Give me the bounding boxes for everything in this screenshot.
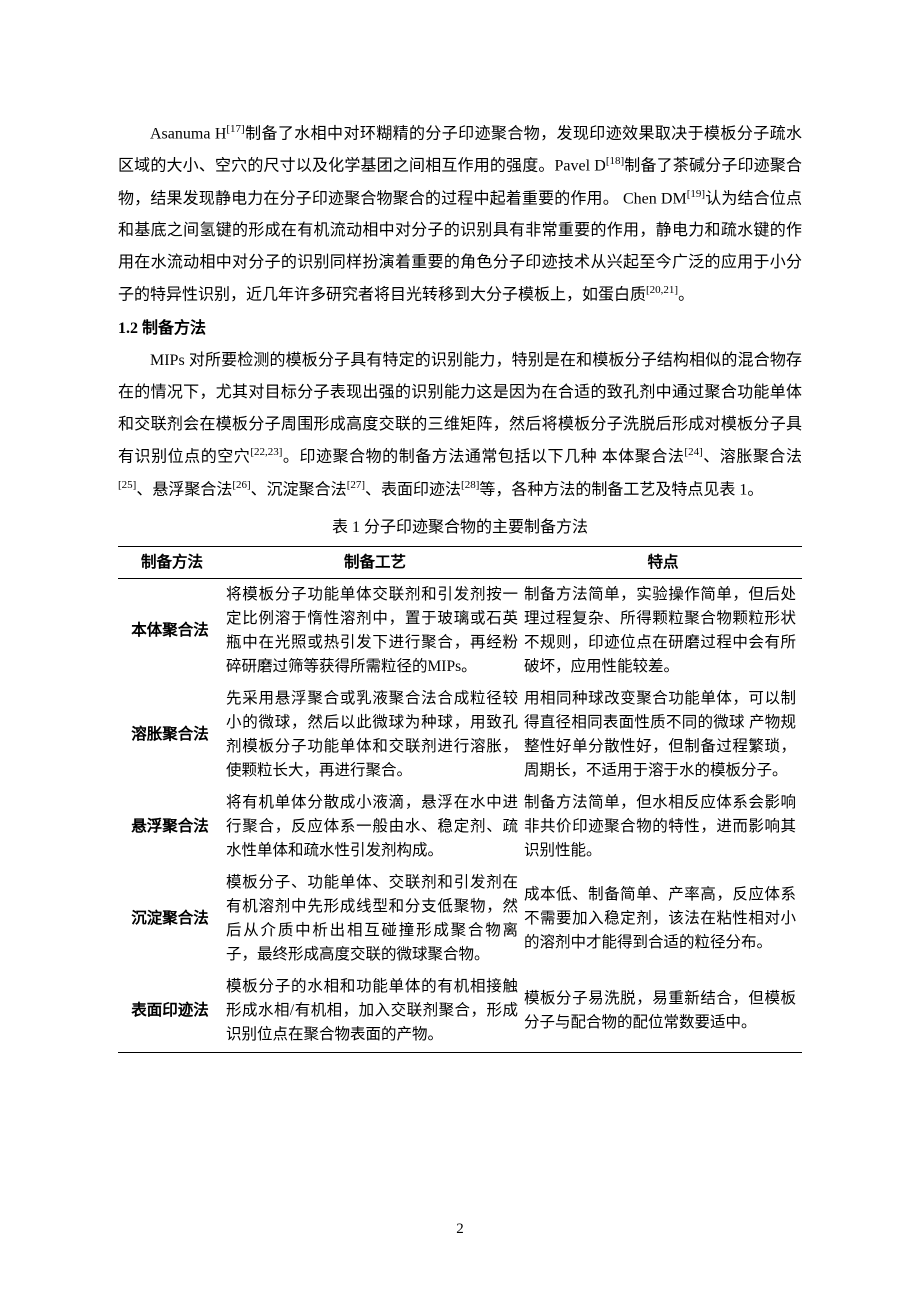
- p2-text-5: 、沉淀聚合法: [251, 481, 347, 498]
- page-number: 2: [0, 1221, 920, 1238]
- citation-20-21: [20,21]: [646, 284, 678, 296]
- citation-27: [27]: [347, 479, 365, 491]
- cell-process: 模板分子的水相和功能单体的有机相接触形成水相/有机相，加入交联剂聚合，形成识别位…: [226, 971, 524, 1052]
- table-1-title: 表 1 分子印迹聚合物的主要制备方法: [118, 512, 802, 544]
- table-1: 制备方法 制备工艺 特点 本体聚合法 将模板分子功能单体交联剂和引发剂按一定比例…: [118, 546, 802, 1053]
- table-row: 表面印迹法 模板分子的水相和功能单体的有机相接触形成水相/有机相，加入交联剂聚合…: [118, 971, 802, 1052]
- section-heading-1-2: 1.2 制备方法: [118, 313, 802, 345]
- cell-feature: 成本低、制备简单、产率高，反应体系不需要加入稳定剂，该法在粘性相对小的溶剂中才能…: [524, 867, 802, 971]
- cell-method: 沉淀聚合法: [118, 867, 226, 971]
- cell-method: 本体聚合法: [118, 579, 226, 684]
- th-feature: 特点: [524, 546, 802, 578]
- cell-method: 悬浮聚合法: [118, 787, 226, 867]
- citation-17: [17]: [226, 123, 244, 135]
- document-content: Asanuma H[17]制备了水相中对环糊精的分子印迹聚合物，发现印迹效果取决…: [118, 118, 802, 1053]
- p2-text-3: 、溶胀聚合法: [703, 449, 802, 466]
- paragraph-1: Asanuma H[17]制备了水相中对环糊精的分子印迹聚合物，发现印迹效果取决…: [118, 118, 802, 311]
- citation-24: [24]: [684, 446, 702, 458]
- citation-26: [26]: [232, 479, 250, 491]
- citation-22-23: [22,23]: [250, 446, 282, 458]
- cell-process: 先采用悬浮聚合或乳液聚合法合成粒径较小的微球，然后以此微球为种球，用致孔剂模板分…: [226, 683, 524, 787]
- table-row: 溶胀聚合法 先采用悬浮聚合或乳液聚合法合成粒径较小的微球，然后以此微球为种球，用…: [118, 683, 802, 787]
- table-row: 本体聚合法 将模板分子功能单体交联剂和引发剂按一定比例溶于惰性溶剂中，置于玻璃或…: [118, 579, 802, 684]
- p1-text-5: 。: [678, 286, 694, 303]
- cell-method: 溶胀聚合法: [118, 683, 226, 787]
- cell-feature: 模板分子易洗脱，易重新结合，但模板分子与配合物的配位常数要适中。: [524, 971, 802, 1052]
- th-method: 制备方法: [118, 546, 226, 578]
- citation-25: [25]: [118, 479, 136, 491]
- p2-text-4: 、悬浮聚合法: [136, 481, 232, 498]
- table-row: 沉淀聚合法 模板分子、功能单体、交联剂和引发剂在有机溶剂中先形成线型和分支低聚物…: [118, 867, 802, 971]
- p2-text-7: 等，各种方法的制备工艺及特点见表 1。: [479, 481, 763, 498]
- table-row: 悬浮聚合法 将有机单体分散成小液滴，悬浮在水中进行聚合，反应体系一般由水、稳定剂…: [118, 787, 802, 867]
- table-header: 制备方法 制备工艺 特点: [118, 546, 802, 578]
- cell-process: 模板分子、功能单体、交联剂和引发剂在有机溶剂中先形成线型和分支低聚物，然后从介质…: [226, 867, 524, 971]
- table-body: 本体聚合法 将模板分子功能单体交联剂和引发剂按一定比例溶于惰性溶剂中，置于玻璃或…: [118, 579, 802, 1052]
- citation-28: [28]: [461, 479, 479, 491]
- cell-process: 将模板分子功能单体交联剂和引发剂按一定比例溶于惰性溶剂中，置于玻璃或石英瓶中在光…: [226, 579, 524, 684]
- cell-method: 表面印迹法: [118, 971, 226, 1052]
- paragraph-2: MIPs 对所要检测的模板分子具有特定的识别能力，特别是在和模板分子结构相似的混…: [118, 345, 802, 506]
- p2-text-2: 。印迹聚合物的制备方法通常包括以下几种 本体聚合法: [282, 449, 684, 466]
- cell-feature: 制备方法简单，但水相反应体系会影响非共价印迹聚合物的特性，进而影响其识别性能。: [524, 787, 802, 867]
- cell-feature: 制备方法简单，实验操作简单，但后处理过程复杂、所得颗粒聚合物颗粒形状不规则，印迹…: [524, 579, 802, 684]
- p1-text-1: Asanuma H: [150, 125, 226, 142]
- p2-text-6: 、表面印迹法: [365, 481, 461, 498]
- cell-feature: 用相同种球改变聚合功能单体，可以制得直径相同表面性质不同的微球 产物规整性好单分…: [524, 683, 802, 787]
- th-process: 制备工艺: [226, 546, 524, 578]
- citation-18: [18]: [606, 155, 624, 167]
- citation-19: [19]: [687, 188, 705, 200]
- cell-process: 将有机单体分散成小液滴，悬浮在水中进行聚合，反应体系一般由水、稳定剂、疏水性单体…: [226, 787, 524, 867]
